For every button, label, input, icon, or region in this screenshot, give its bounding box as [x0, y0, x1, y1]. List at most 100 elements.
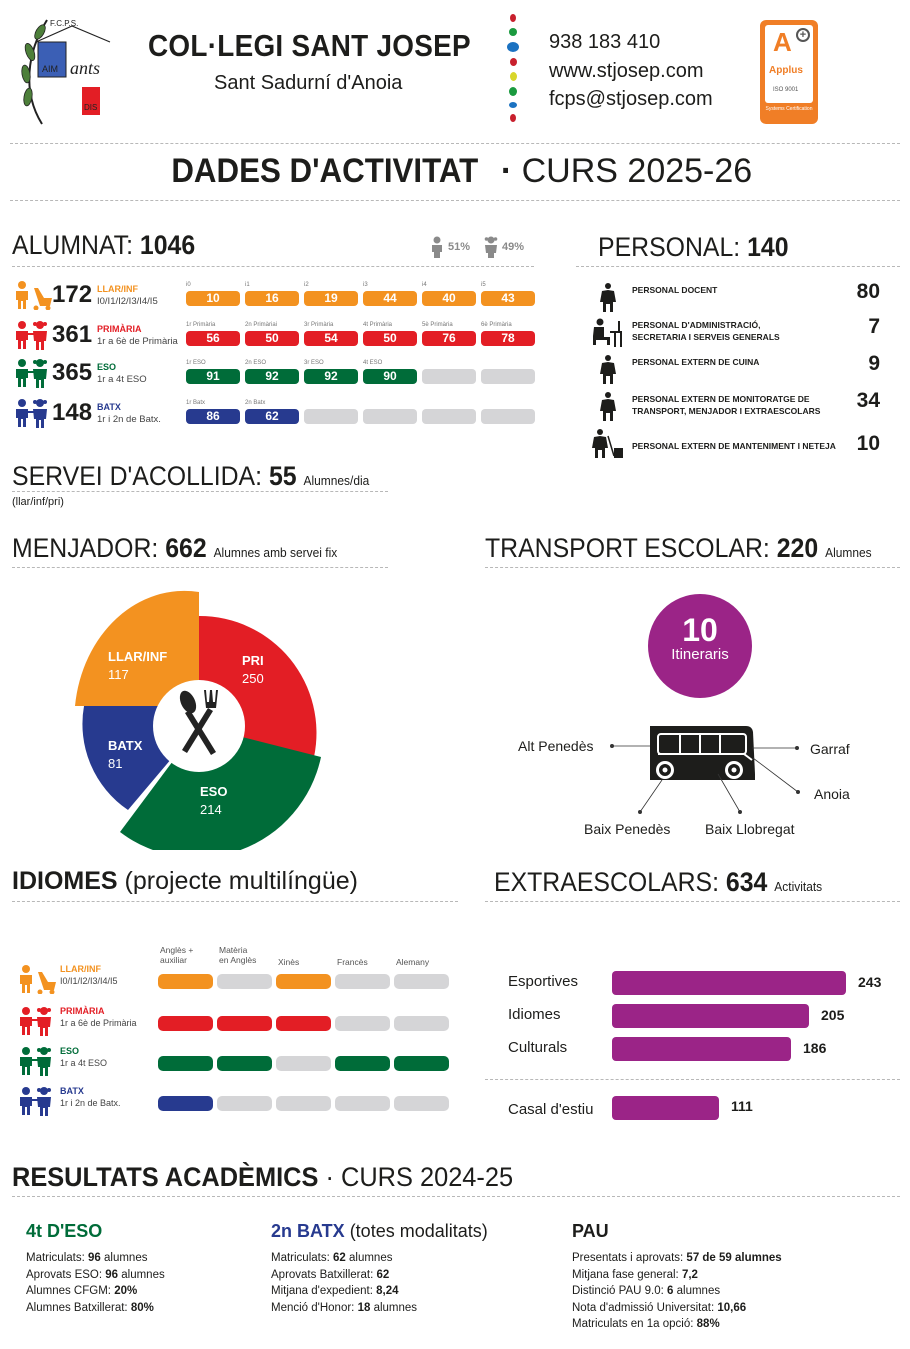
language-indicator — [394, 1056, 449, 1071]
email-link[interactable]: fcps@stjosep.com — [549, 88, 713, 110]
school-logo: AIM F.C.P.S. ants DIS — [12, 12, 132, 130]
grade-count: 40 — [422, 291, 476, 306]
idiomes-row-sub: I0/I1/I2/I3/I4/I5 — [60, 976, 118, 986]
idiomes-row-sub: 1r a 6è de Primària — [60, 1018, 137, 1028]
result-unit: alumnes — [345, 1252, 393, 1264]
pie-label-pri: PRI 250 — [242, 652, 264, 688]
transport-title: TRANSPORT ESCOLAR: 220 Alumnes — [485, 533, 872, 564]
grade-count: 92 — [245, 369, 299, 384]
personal-title: PERSONAL: 140 — [598, 232, 789, 263]
result-unit: alumnes — [370, 1301, 418, 1314]
children-icon — [18, 1046, 56, 1081]
language-column-header: Xinès — [278, 957, 300, 967]
resultats-title: RESULTATS ACADÈMICS · CURS 2024-25 — [12, 1162, 514, 1192]
grade-cell: i2 19 — [304, 282, 358, 306]
svg-text:DIS: DIS — [84, 103, 97, 112]
title-sep: · — [491, 152, 522, 190]
plus-icon: + — [796, 28, 810, 42]
children-icon — [14, 280, 52, 315]
result-unit: alumnes — [100, 1252, 148, 1264]
monitor-icon — [590, 391, 626, 421]
personal-count: 9 — [868, 352, 880, 375]
grade-label: 1r ESO — [186, 360, 206, 366]
activity-label: Esportives — [508, 973, 579, 990]
grade-count: 19 — [304, 291, 358, 306]
result-key: Mitjana fase general: — [572, 1268, 682, 1281]
grade-cell — [422, 360, 476, 384]
divider — [10, 143, 900, 144]
divider — [12, 567, 388, 568]
idiomes-title: IDIOMES (projecte multilíngüe) — [12, 867, 358, 896]
results-batx-title: 2n BATX — [271, 1221, 345, 1241]
website-link[interactable]: www.stjosep.com — [549, 59, 704, 82]
idiomes-row-sub: 1r i 2n de Batx. — [60, 1098, 121, 1108]
acollida-label: SERVEI D'ACOLLIDA: — [12, 461, 263, 491]
dot-icon — [509, 28, 517, 36]
slice-value: 214 — [200, 802, 222, 817]
grade-label: 3r ESO — [304, 360, 324, 366]
grade-label — [422, 400, 476, 409]
svg-text:F.C.P.S.: F.C.P.S. — [50, 19, 78, 28]
grade-label: i1 — [245, 282, 250, 288]
grade-label: i4 — [422, 282, 427, 288]
personal-row: PERSONAL DOCENT 80 — [590, 280, 890, 314]
activity-value: 205 — [821, 1007, 845, 1023]
title-light: CURS 2025-26 — [521, 152, 753, 190]
row-sub: 1r a 6è de Primària — [97, 336, 178, 347]
row-label: BATX — [97, 402, 121, 412]
personal-count: 7 — [868, 315, 880, 338]
grade-cell: i3 44 — [363, 282, 417, 306]
pie-label-batx: BATX 81 — [108, 737, 142, 773]
language-indicator — [217, 974, 272, 989]
phone: 938 183 410 — [549, 31, 661, 53]
children-icon — [14, 320, 52, 355]
personal-role: PERSONAL EXTERN DE CUINA — [632, 357, 760, 367]
grade-cell: 6è Primària 78 — [481, 322, 535, 346]
grade-label: 2n Primàriai — [245, 322, 278, 328]
grade-cell: 4t Primària 50 — [363, 322, 417, 346]
result-value: 62 — [333, 1252, 346, 1264]
personal-role: PERSONAL DOCENT — [632, 285, 718, 295]
grade-count: 56 — [186, 331, 240, 346]
result-key: Mitjana d'expedient: — [271, 1285, 377, 1297]
acollida-total: 55 — [268, 461, 297, 491]
slice-name: LLAR/INF — [108, 649, 168, 664]
resultats-title-light: CURS 2024-25 — [341, 1162, 514, 1192]
grade-count — [304, 409, 358, 424]
casal-label: Casal d'estiu — [508, 1101, 594, 1118]
personal-row: PERSONAL EXTERN DE CUINA 9 — [590, 352, 890, 386]
extraescolars-title: EXTRAESCOLARS: 634 Activitats — [494, 867, 822, 898]
grade-count — [422, 369, 476, 384]
grade-label: 3r Primària — [304, 322, 334, 328]
acollida-unit: Alumnes/dia — [303, 473, 370, 488]
contact-info: 938 183 410 www.stjosep.com fcps@stjosep… — [549, 28, 713, 114]
language-indicator — [335, 1056, 390, 1071]
language-indicator — [158, 974, 213, 989]
result-line: Matriculats: 96 alumnes — [26, 1250, 246, 1267]
menjador-unit: Alumnes amb servei fix — [213, 545, 338, 560]
cleaning-icon — [590, 428, 626, 458]
idiomes-row-sub: 1r a 4t ESO — [60, 1058, 108, 1068]
results-batx: 2n BATX (totes modalitats) Matriculats: … — [271, 1221, 551, 1316]
acollida-note: (llar/inf/pri) — [12, 496, 64, 508]
activity-bar — [612, 1037, 791, 1061]
grade-cell: 3r Primària 54 — [304, 322, 358, 346]
acollida-title: SERVEI D'ACOLLIDA: 55 Alumnes/dia — [12, 461, 369, 492]
results-eso-title: 4t D'ESO — [26, 1221, 103, 1241]
language-indicator — [158, 1056, 213, 1071]
grade-cell — [422, 400, 476, 424]
svg-text:AIM: AIM — [42, 64, 58, 74]
transport-unit: Alumnes — [825, 545, 872, 560]
area-anoia: Anoia — [814, 786, 850, 802]
boy-icon — [432, 236, 442, 258]
grade-cell: 3r ESO 92 — [304, 360, 358, 384]
itineraris-badge: 10 Itineraris — [648, 594, 752, 698]
children-icon — [18, 1006, 56, 1041]
personal-role: PERSONAL EXTERN DE MONITORATGE DE TRANSP… — [632, 394, 821, 416]
language-indicator — [394, 1016, 449, 1031]
result-line: Alumnes Batxillerat: 80% — [26, 1300, 246, 1317]
result-line: Aprovats Batxillerat: 62 — [271, 1267, 551, 1284]
casal-bar — [612, 1096, 719, 1120]
result-key: Alumnes Batxillerat: — [26, 1301, 131, 1314]
result-line: Mitjana fase general: 7,2 — [572, 1267, 892, 1284]
